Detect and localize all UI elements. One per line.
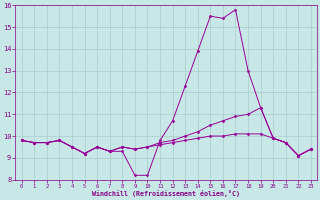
- X-axis label: Windchill (Refroidissement éolien,°C): Windchill (Refroidissement éolien,°C): [92, 190, 240, 197]
